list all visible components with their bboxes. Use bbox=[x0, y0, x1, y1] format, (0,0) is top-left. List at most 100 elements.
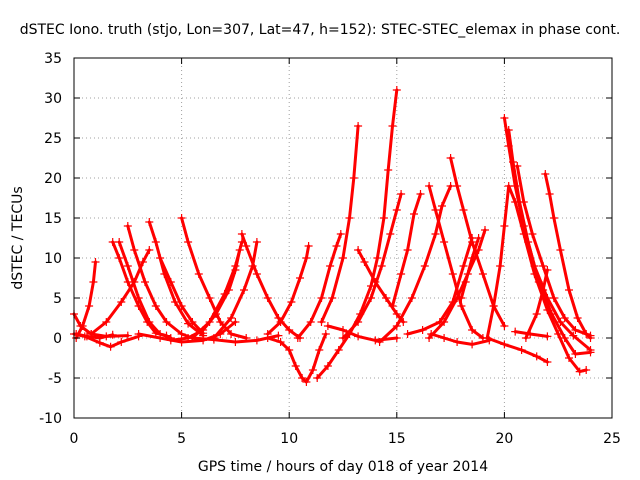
series-38 bbox=[541, 170, 595, 342]
data-point bbox=[560, 314, 569, 322]
series-28 bbox=[425, 182, 487, 342]
data-point bbox=[334, 346, 343, 354]
data-point bbox=[392, 322, 401, 330]
data-point bbox=[565, 286, 573, 294]
data-point bbox=[177, 330, 186, 338]
data-point bbox=[543, 306, 552, 314]
data-point bbox=[89, 278, 98, 286]
y-tick-label: 10 bbox=[44, 251, 62, 267]
data-point bbox=[285, 326, 294, 334]
data-point bbox=[431, 206, 440, 214]
data-point bbox=[382, 294, 390, 302]
data-point bbox=[539, 286, 548, 294]
data-point bbox=[504, 126, 513, 134]
data-point bbox=[336, 230, 345, 238]
data-point bbox=[575, 367, 584, 376]
data-point bbox=[291, 362, 300, 370]
x-axis-label: GPS time / hours of day 018 of year 2014 bbox=[198, 459, 488, 475]
data-point bbox=[171, 298, 180, 306]
data-point bbox=[440, 238, 449, 246]
data-point bbox=[521, 334, 530, 342]
data-point bbox=[145, 218, 154, 226]
data-point bbox=[240, 286, 248, 294]
data-point bbox=[242, 242, 251, 250]
data-point bbox=[360, 258, 369, 266]
series-26 bbox=[388, 190, 425, 310]
data-point bbox=[313, 374, 322, 382]
data-point bbox=[373, 254, 382, 262]
data-point bbox=[231, 318, 240, 326]
data-point bbox=[511, 198, 520, 206]
series-23 bbox=[339, 190, 406, 342]
data-point bbox=[134, 294, 143, 302]
tick-labels: 0 5 10 15 20 25 -10 -5 0 5 10 15 20 25 30 35 bbox=[39, 51, 621, 447]
data-point bbox=[177, 302, 186, 310]
data-point bbox=[108, 330, 117, 339]
data-point bbox=[371, 336, 380, 345]
data-point bbox=[435, 318, 444, 326]
data-point bbox=[519, 230, 528, 238]
data-point bbox=[194, 270, 203, 278]
data-point bbox=[554, 330, 563, 338]
data-point bbox=[156, 334, 165, 342]
data-point bbox=[392, 334, 401, 342]
data-point bbox=[543, 332, 552, 341]
y-tick-label: 5 bbox=[53, 291, 62, 307]
data-point bbox=[287, 298, 296, 306]
data-point bbox=[151, 302, 160, 310]
data-point bbox=[519, 198, 528, 206]
data-point bbox=[304, 242, 313, 250]
data-point bbox=[500, 322, 509, 330]
data-point bbox=[425, 182, 434, 190]
data-point bbox=[345, 214, 354, 222]
series-3 bbox=[72, 258, 100, 342]
x-tick-label: 0 bbox=[70, 431, 79, 447]
data-point bbox=[78, 322, 87, 330]
data-point bbox=[354, 122, 363, 130]
data-point bbox=[328, 294, 337, 302]
data-point bbox=[123, 331, 132, 340]
data-point bbox=[392, 86, 401, 94]
y-tick-label: 35 bbox=[44, 51, 62, 67]
y-tick-label: 15 bbox=[44, 211, 62, 227]
data-point bbox=[188, 334, 197, 342]
y-tick-label: 0 bbox=[53, 331, 62, 347]
data-point bbox=[332, 242, 341, 250]
data-point bbox=[115, 254, 124, 262]
series-16 bbox=[237, 230, 304, 342]
y-tick-label: 20 bbox=[44, 171, 62, 187]
data-point bbox=[526, 330, 535, 338]
data-point bbox=[220, 290, 229, 298]
data-point bbox=[386, 230, 395, 238]
data-point bbox=[573, 314, 582, 322]
data-point bbox=[410, 210, 418, 218]
y-axis-label: dSTEC / TECUs bbox=[10, 186, 26, 289]
data-point bbox=[513, 162, 522, 170]
series-21 bbox=[317, 122, 363, 326]
data-point bbox=[582, 330, 591, 338]
data-point bbox=[438, 202, 446, 210]
data-point bbox=[483, 334, 492, 342]
data-point bbox=[130, 278, 139, 286]
series-4 bbox=[72, 330, 117, 342]
data-point bbox=[397, 190, 406, 198]
x-tick-label: 10 bbox=[280, 431, 298, 447]
series-20 bbox=[293, 230, 345, 342]
data-point bbox=[354, 318, 363, 326]
data-point bbox=[478, 270, 487, 278]
data-point bbox=[431, 230, 440, 238]
data-point bbox=[474, 234, 483, 242]
data-point bbox=[468, 326, 477, 334]
data-point bbox=[541, 170, 550, 178]
data-point bbox=[308, 366, 317, 374]
series-line bbox=[524, 268, 549, 340]
data-point bbox=[115, 238, 124, 246]
series-17 bbox=[188, 331, 283, 346]
data-point bbox=[517, 346, 526, 354]
series-line bbox=[459, 236, 481, 300]
data-point bbox=[549, 214, 558, 222]
data-point bbox=[87, 330, 96, 338]
data-point bbox=[528, 230, 537, 238]
data-point bbox=[543, 358, 552, 366]
series-line bbox=[89, 248, 151, 336]
